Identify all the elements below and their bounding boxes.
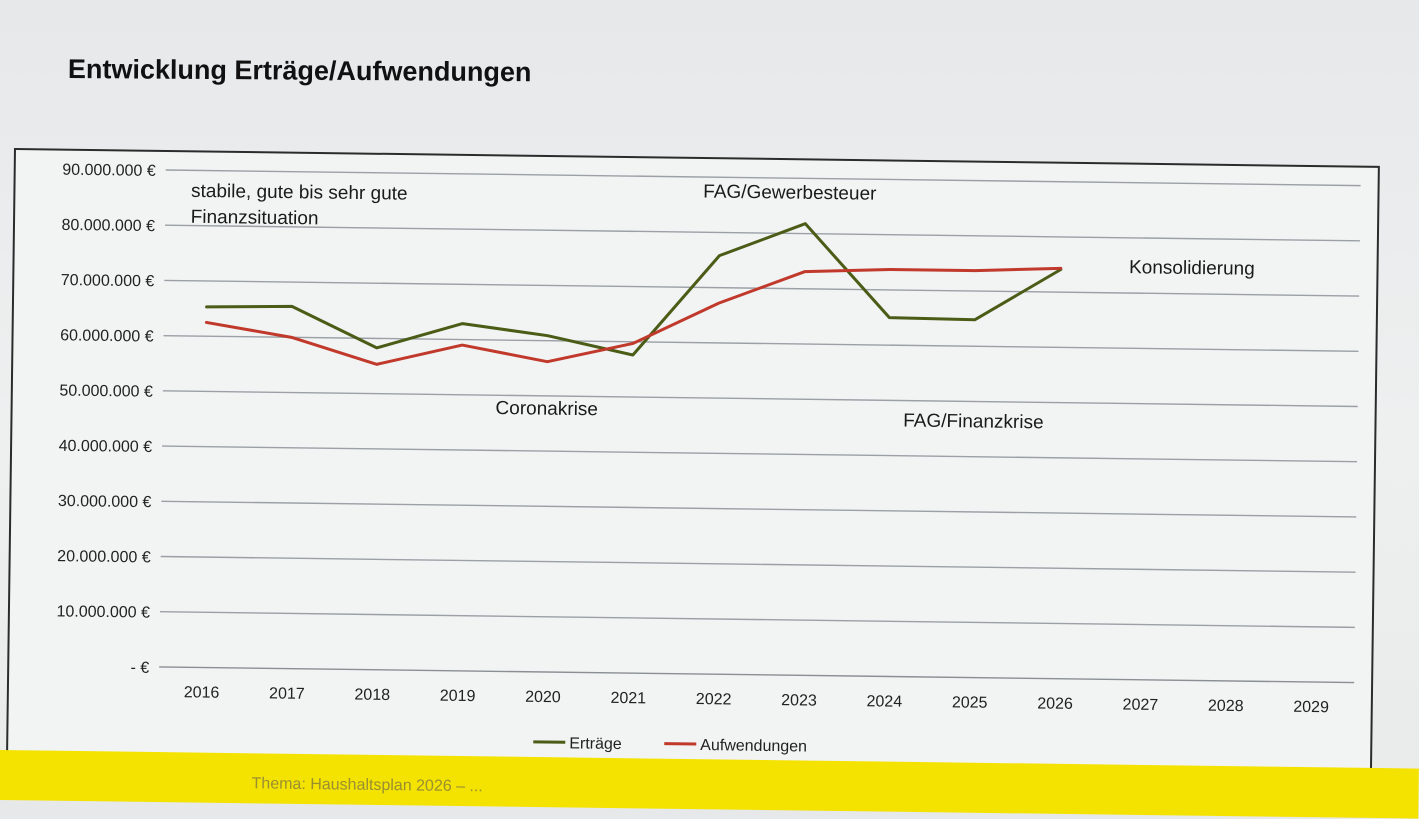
y-tick-label: 50.000.000 €: [59, 383, 153, 401]
x-tick-label: 2028: [1208, 698, 1244, 715]
line-chart: - € 10.000.000 € 20.000.000 € 30.000.000 € 4…: [8, 150, 1378, 792]
y-tick-label: - €: [130, 660, 149, 677]
y-tick-label: 80.000.000 €: [61, 217, 155, 235]
gridline-y: [161, 501, 1356, 517]
x-tick-label: 2019: [440, 688, 476, 705]
y-tick-label: 60.000.000 €: [60, 327, 154, 345]
x-tick-label: 2022: [696, 691, 732, 708]
y-tick-label: 90.000.000 €: [62, 162, 156, 180]
y-tick-label: 30.000.000 €: [58, 493, 152, 511]
y-tick-label: 20.000.000 €: [57, 548, 151, 566]
y-tick-label: 40.000.000 €: [59, 438, 153, 456]
x-tick-label: 2025: [952, 694, 988, 711]
legend-label: Erträge: [569, 735, 622, 753]
x-tick-label: 2018: [354, 687, 390, 704]
series-line-ertr-ge: [206, 216, 1061, 361]
x-tick-label: 2024: [866, 693, 902, 710]
gridline-y: [160, 612, 1355, 628]
gridline-y: [164, 336, 1359, 352]
x-tick-label: 2020: [525, 689, 561, 706]
y-tick-label: 70.000.000 €: [61, 272, 155, 290]
chart-annotation: FAG/Finanzkrise: [903, 411, 1044, 434]
footer-text: Thema: Haushaltsplan 2026 – ...: [251, 775, 482, 796]
chart-annotation: FAG/Gewerbesteuer: [703, 181, 877, 204]
x-tick-label: 2023: [781, 692, 817, 709]
legend-label: Aufwendungen: [700, 737, 807, 755]
x-tick-label: 2021: [610, 690, 646, 707]
x-tick-label: 2017: [269, 685, 305, 702]
x-tick-label: 2026: [1037, 695, 1073, 712]
chart-annotation: Finanzsituation: [191, 207, 319, 230]
chart-frame: - € 10.000.000 € 20.000.000 € 30.000.000 € 4…: [6, 148, 1380, 794]
chart-annotation: stabile, gute bis sehr gute: [191, 181, 408, 205]
chart-annotation: Konsolidierung: [1129, 257, 1255, 280]
gridline-y: [161, 557, 1356, 573]
y-tick-label: 10.000.000 €: [56, 603, 150, 621]
gridline-y: [159, 667, 1354, 683]
gridline-y: [162, 446, 1357, 462]
x-tick-label: 2027: [1123, 697, 1159, 714]
gridline-y: [163, 391, 1358, 407]
slide-title: Entwicklung Erträge/Aufwendungen: [68, 54, 532, 88]
chart-annotation: Coronakrise: [495, 398, 598, 420]
x-tick-label: 2029: [1293, 699, 1329, 716]
x-tick-label: 2016: [184, 684, 220, 701]
